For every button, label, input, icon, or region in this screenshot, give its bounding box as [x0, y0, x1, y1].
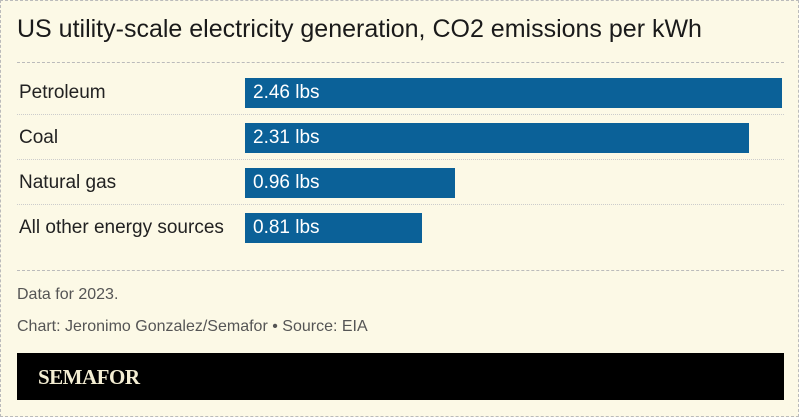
- row-separator: [17, 114, 784, 115]
- data-note: Data for 2023.: [17, 286, 119, 303]
- bar-row: Petroleum 2.46 lbs: [17, 70, 784, 115]
- data-label: 0.81 lbs: [253, 217, 320, 238]
- bar-2: [245, 168, 455, 198]
- category-label: Coal: [19, 127, 59, 148]
- bar-row: Natural gas 0.96 lbs: [17, 160, 784, 205]
- divider: [17, 270, 784, 271]
- brand-footer: SEMAFOR: [17, 353, 784, 400]
- row-separator: [17, 204, 784, 205]
- category-label: All other energy sources: [19, 217, 224, 238]
- bar-row: All other energy sources 0.81 lbs: [17, 205, 784, 250]
- row-separator: [17, 159, 784, 160]
- bar-3: [245, 213, 422, 243]
- category-label: Petroleum: [19, 82, 106, 103]
- data-label: 0.96 lbs: [253, 172, 320, 193]
- chart-title: US utility-scale electricity generation,…: [17, 15, 702, 43]
- data-label: 2.31 lbs: [253, 127, 320, 148]
- divider: [17, 62, 784, 63]
- data-label: 2.46 lbs: [253, 82, 320, 103]
- bar-1: [245, 123, 750, 153]
- bar-row: Coal 2.31 lbs: [17, 115, 784, 160]
- semafor-logo: SEMAFOR: [38, 365, 140, 389]
- bar-0: [245, 78, 782, 108]
- credit-line: Chart: Jeronimo Gonzalez/Semafor • Sourc…: [17, 318, 368, 335]
- category-label: Natural gas: [19, 172, 117, 193]
